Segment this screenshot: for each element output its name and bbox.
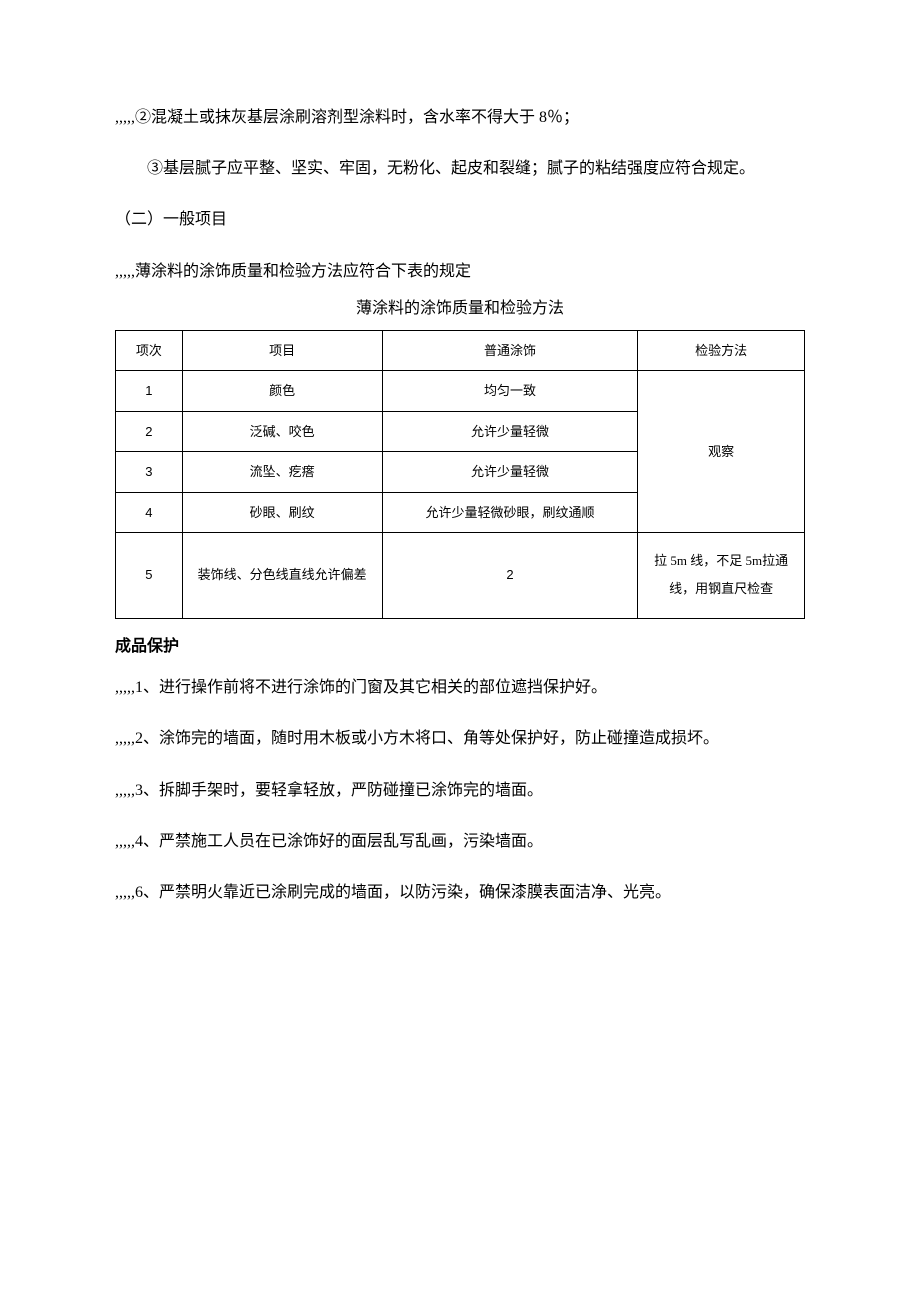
paragraph-protection-4: ,,,,,4、严禁施工人员在已涂饰好的面层乱写乱画，污染墙面。 xyxy=(115,824,805,859)
table-row: 1 颜色 均匀一致 观察 xyxy=(116,371,805,411)
paragraph-protection-2: ,,,,,2、涂饰完的墙面，随时用木板或小方木将口、角等处保护好，防止碰撞造成损… xyxy=(115,721,805,756)
table-cell: 均匀一致 xyxy=(382,371,638,411)
paragraph-protection-6: ,,,,,6、严禁明火靠近已涂刷完成的墙面，以防污染，确保漆膜表面洁净、光亮。 xyxy=(115,875,805,910)
table-cell: 颜色 xyxy=(182,371,382,411)
table-cell: 允许少量轻微砂眼，刷纹通顺 xyxy=(382,492,638,532)
table-cell: 装饰线、分色线直线允许偏差 xyxy=(182,532,382,618)
table-cell: 砂眼、刷纹 xyxy=(182,492,382,532)
table-cell: 2 xyxy=(382,532,638,618)
section-heading-product-protection: 成品保护 xyxy=(115,629,805,664)
table-cell: 5 xyxy=(116,532,183,618)
paragraph-item-2: ,,,,,②混凝土或抹灰基层涂刷溶剂型涂料时，含水率不得大于 8％； xyxy=(115,100,805,135)
table-cell-merged-observe: 观察 xyxy=(638,371,805,533)
table-row: 5 装饰线、分色线直线允许偏差 2 拉 5m 线，不足 5m拉通线，用钢直尺检查 xyxy=(116,532,805,618)
table-cell: 2 xyxy=(116,411,183,451)
section-subheading: （二）一般项目 xyxy=(115,202,805,237)
table-cell-merged-measure: 拉 5m 线，不足 5m拉通线，用钢直尺检查 xyxy=(638,532,805,618)
table-cell: 允许少量轻微 xyxy=(382,452,638,492)
table-header-col2: 项目 xyxy=(182,330,382,370)
table-cell: 4 xyxy=(116,492,183,532)
paragraph-protection-1: ,,,,,1、进行操作前将不进行涂饰的门窗及其它相关的部位遮挡保护好。 xyxy=(115,670,805,705)
paragraph-item-3: ③基层腻子应平整、坚实、牢固，无粉化、起皮和裂缝；腻子的粘结强度应符合规定。 xyxy=(115,151,805,186)
table-cell: 泛碱、咬色 xyxy=(182,411,382,451)
table-cell: 流坠、疙瘩 xyxy=(182,452,382,492)
table-cell: 允许少量轻微 xyxy=(382,411,638,451)
paragraph-protection-3: ,,,,,3、拆脚手架时，要轻拿轻放，严防碰撞已涂饰完的墙面。 xyxy=(115,773,805,808)
table-header-col1: 项次 xyxy=(116,330,183,370)
table-header-row: 项次 项目 普通涂饰 检验方法 xyxy=(116,330,805,370)
quality-inspection-table: 项次 项目 普通涂饰 检验方法 1 颜色 均匀一致 观察 2 泛碱、咬色 允许少… xyxy=(115,330,805,619)
table-header-col4: 检验方法 xyxy=(638,330,805,370)
paragraph-table-intro: ,,,,,薄涂料的涂饰质量和检验方法应符合下表的规定 xyxy=(115,254,805,289)
table-header-col3: 普通涂饰 xyxy=(382,330,638,370)
table-title: 薄涂料的涂饰质量和检验方法 xyxy=(115,291,805,326)
table-cell: 1 xyxy=(116,371,183,411)
table-cell: 3 xyxy=(116,452,183,492)
